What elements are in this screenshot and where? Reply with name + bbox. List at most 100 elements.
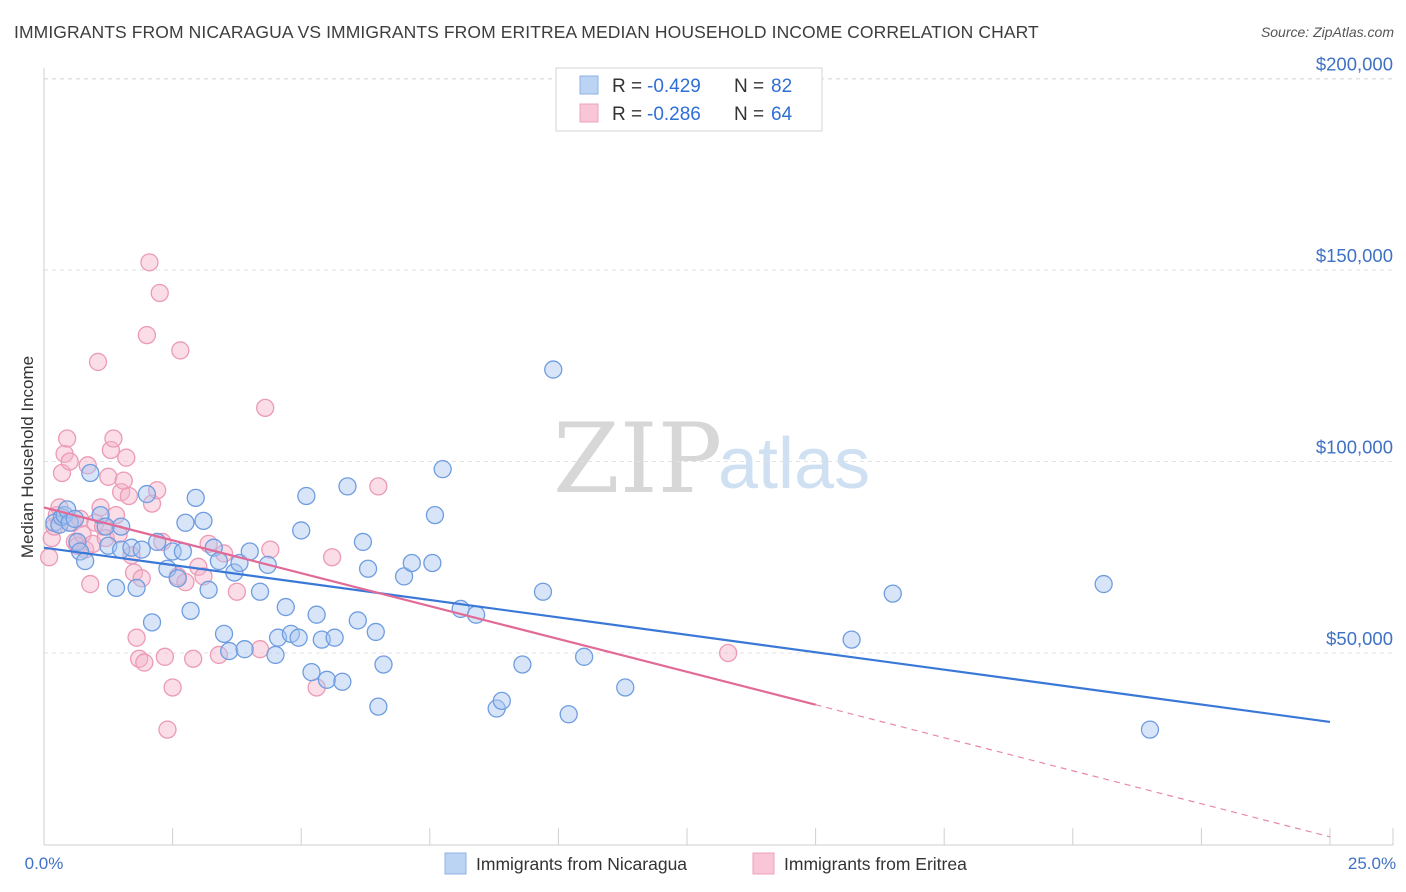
eritrea-point-24 [101, 440, 121, 460]
eritrea-point-30 [117, 448, 136, 467]
eritrea-point-26 [106, 505, 126, 525]
nicaragua-point-55 [338, 477, 357, 496]
nicaragua-point-40 [250, 582, 270, 601]
legend-box [555, 67, 823, 132]
nicaragua-point-74 [559, 705, 578, 724]
nicaragua-point-77 [842, 630, 861, 649]
legend-n-value-nicaragua: 82 [771, 76, 792, 97]
nicaragua-point-25 [168, 569, 187, 588]
nicaragua-point-63 [402, 553, 421, 573]
bottom-legend-swatch-nicaragua [444, 852, 467, 875]
nicaragua-point-72 [533, 582, 553, 601]
nicaragua-point-50 [307, 605, 326, 624]
legend-n-label-eritrea: N = [734, 104, 764, 125]
eritrea-point-34 [127, 628, 146, 647]
nicaragua-point-46 [289, 628, 308, 647]
legend-swatch-nicaragua [579, 75, 599, 95]
bottom-legend-swatch-eritrea [752, 852, 775, 875]
y-tick-labels: $50,000 $100,000 $150,000 $200,000 [1316, 54, 1393, 650]
eritrea-point-52 [194, 567, 213, 586]
nicaragua-point-54 [333, 672, 352, 691]
nicaragua-point-34 [214, 624, 234, 643]
nicaragua-point-53 [325, 628, 344, 647]
x-tick-label-max: 25.0% [1348, 854, 1396, 873]
watermark-zip: ZIP [553, 403, 722, 515]
nicaragua-point-48 [297, 486, 316, 506]
eritrea-point-29 [114, 471, 133, 490]
legend-r-label-nicaragua: R = [612, 76, 642, 97]
eritrea-point-42 [150, 283, 169, 303]
chart-title: IMMIGRANTS FROM NICARAGUA VS IMMIGRANTS … [14, 22, 1039, 42]
nicaragua-point-79 [1094, 574, 1113, 594]
eritrea-point-57 [250, 640, 270, 659]
nicaragua-point-61 [374, 655, 393, 674]
y-tick-label-200000: $200,000 [1316, 54, 1393, 75]
nicaragua-point-68 [466, 605, 486, 624]
nicaragua-point-30 [194, 511, 213, 531]
nicaragua-point-70 [492, 691, 511, 711]
eritrea-point-45 [158, 720, 177, 739]
eritrea-point-58 [256, 398, 275, 418]
eritrea-point-59 [261, 540, 280, 559]
eritrea-point-63 [719, 643, 738, 663]
eritrea-point-39 [140, 253, 159, 272]
legend-n-label-nicaragua: N = [734, 76, 764, 97]
nicaragua-point-11 [91, 505, 110, 525]
nicaragua-point-75 [574, 647, 594, 666]
nicaragua-point-59 [366, 622, 385, 642]
eritrea-point-62 [369, 477, 388, 496]
eritrea-point-36 [132, 569, 151, 588]
legend-r-value-nicaragua: -0.429 [647, 76, 701, 97]
eritrea-point-8 [60, 452, 79, 471]
nicaragua-point-18 [127, 578, 146, 598]
source-credit: Source: ZipAtlas.com [1260, 24, 1394, 40]
eritrea-point-37 [135, 653, 154, 672]
nicaragua-point-73 [544, 360, 563, 379]
eritrea-point-16 [81, 574, 100, 594]
eritrea-point-7 [57, 429, 77, 448]
eritrea-point-0 [39, 548, 59, 567]
nicaragua-point-24 [163, 542, 182, 561]
eritrea-point-19 [88, 352, 108, 372]
eritrea-point-44 [155, 647, 175, 666]
eritrea-point-61 [322, 548, 342, 567]
nicaragua-point-14 [106, 578, 126, 598]
y-tick-label-100000: $100,000 [1316, 437, 1393, 458]
x-ticks [172, 828, 1394, 845]
nicaragua-point-44 [276, 597, 295, 617]
nicaragua-point-64 [423, 553, 442, 573]
bottom-legend-label-nicaragua: Immigrants from Nicaragua [476, 854, 687, 874]
watermark-atlas: atlas [718, 424, 870, 504]
nicaragua-point-57 [353, 532, 373, 552]
nicaragua-point-52 [317, 670, 337, 689]
legend-swatch-eritrea [579, 103, 599, 123]
nicaragua-point-49 [302, 663, 321, 682]
eritrea-point-40 [142, 494, 162, 513]
trend-line-eritrea [43, 506, 816, 706]
trend-lines [43, 506, 1331, 838]
y-tick-label-150000: $150,000 [1316, 245, 1393, 266]
nicaragua-point-60 [369, 697, 388, 716]
legend-r-value-eritrea: -0.286 [647, 104, 701, 125]
nicaragua-point-56 [348, 611, 367, 630]
bottom-legend-label-eritrea: Immigrants from Eritrea [784, 854, 967, 874]
series-eritrea-points [39, 253, 738, 739]
trend-line-eritrea-extension [815, 704, 1331, 838]
nicaragua-point-65 [425, 505, 445, 525]
nicaragua-point-66 [433, 460, 452, 479]
eritrea-point-20 [91, 498, 110, 517]
nicaragua-point-58 [358, 559, 378, 578]
eritrea-point-50 [184, 649, 203, 668]
legend-r-label-eritrea: R = [612, 104, 642, 125]
eritrea-point-31 [119, 486, 139, 506]
eritrea-point-56 [227, 582, 247, 601]
y-tick-label-50000: $50,000 [1326, 628, 1393, 649]
correlation-legend: R = -0.429 N = 82 R = -0.286 N = 64 [555, 67, 823, 132]
nicaragua-point-47 [292, 521, 311, 540]
y-axis-label: Median Household Income [18, 356, 37, 558]
nicaragua-point-21 [142, 613, 162, 632]
eritrea-point-41 [148, 481, 167, 500]
x-axis [43, 68, 1393, 846]
nicaragua-point-31 [199, 580, 218, 599]
